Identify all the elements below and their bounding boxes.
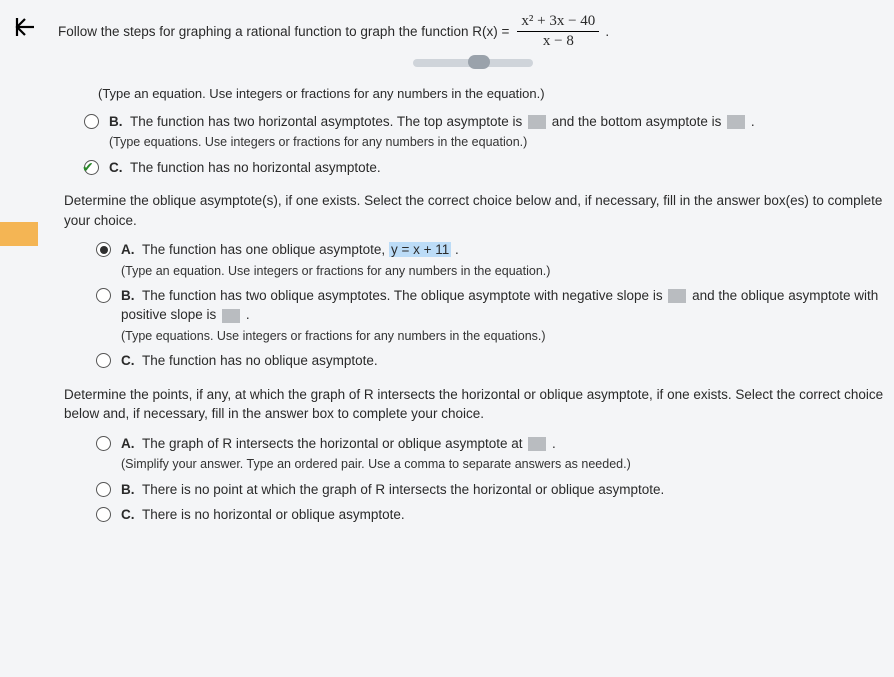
q2-option-a[interactable]: A. The function has one oblique asymptot… <box>96 240 888 280</box>
back-icon[interactable] <box>14 16 38 45</box>
q1-option-b[interactable]: B. The function has two horizontal asymp… <box>84 112 888 152</box>
radio-icon[interactable] <box>84 114 99 129</box>
q2a-hint: (Type an equation. Use integers or fract… <box>121 262 888 280</box>
radio-icon-selected[interactable] <box>96 242 111 257</box>
answer-highlight[interactable]: y = x + 11 <box>389 242 451 257</box>
q2a-post: . <box>455 242 459 257</box>
q2b-l2a: positive slope is <box>121 307 216 322</box>
option-label: C. <box>109 160 123 175</box>
option-label: B. <box>109 114 123 129</box>
q2b-l1a: The function has two oblique asymptotes.… <box>142 288 663 303</box>
option-body: B. There is no point at which the graph … <box>121 480 888 500</box>
q3b-text: There is no point at which the graph of … <box>142 482 664 497</box>
option-label: C. <box>121 507 135 522</box>
answer-box[interactable] <box>727 115 745 129</box>
radio-icon[interactable] <box>96 436 111 451</box>
question-header: Follow the steps for graphing a rational… <box>58 14 888 49</box>
answer-box[interactable] <box>668 289 686 303</box>
option-body: C. There is no horizontal or oblique asy… <box>121 505 888 525</box>
radio-icon[interactable] <box>96 353 111 368</box>
q1b-mid: and the bottom asymptote is <box>552 114 722 129</box>
option-label: C. <box>121 353 135 368</box>
radio-icon[interactable] <box>96 507 111 522</box>
option-body: B. The function has two oblique asymptot… <box>121 286 888 345</box>
progress-slider[interactable] <box>58 59 888 67</box>
option-label: A. <box>121 242 135 257</box>
option-label: A. <box>121 436 135 451</box>
radio-icon[interactable] <box>96 482 111 497</box>
q1c-text: The function has no horizontal asymptote… <box>130 160 381 175</box>
q3-option-c[interactable]: C. There is no horizontal or oblique asy… <box>96 505 888 525</box>
q2b-hint: (Type equations. Use integers or fractio… <box>121 327 888 345</box>
q2a-pre: The function has one oblique asymptote, <box>142 242 385 257</box>
option-body: A. The graph of R intersects the horizon… <box>121 434 888 474</box>
q3c-text: There is no horizontal or oblique asympt… <box>142 507 405 522</box>
question-content: Follow the steps for graphing a rational… <box>0 0 894 551</box>
q1b-pre: The function has two horizontal asymptot… <box>130 114 522 129</box>
numerator: x² + 3x − 40 <box>517 14 599 32</box>
q1-hint: (Type an equation. Use integers or fract… <box>98 85 888 104</box>
option-label: B. <box>121 288 135 303</box>
option-body: B. The function has two horizontal asymp… <box>109 112 888 152</box>
q1b-hint: (Type equations. Use integers or fractio… <box>109 133 888 151</box>
q3a-pre: The graph of R intersects the horizontal… <box>142 436 522 451</box>
radio-icon-checked[interactable] <box>84 160 99 175</box>
option-body: A. The function has one oblique asymptot… <box>121 240 888 280</box>
selection-marker <box>0 222 38 246</box>
rational-expression: x² + 3x − 40 x − 8 <box>517 14 599 49</box>
q1b-post: . <box>751 114 755 129</box>
q3-prompt: Determine the points, if any, at which t… <box>64 385 888 424</box>
option-label: B. <box>121 482 135 497</box>
q2b-l2b: . <box>246 307 250 322</box>
q2c-text: The function has no oblique asymptote. <box>142 353 378 368</box>
option-body: C. The function has no horizontal asympt… <box>109 158 888 178</box>
answer-box[interactable] <box>222 309 240 323</box>
q3a-post: . <box>552 436 556 451</box>
q3-option-b[interactable]: B. There is no point at which the graph … <box>96 480 888 500</box>
q3a-hint: (Simplify your answer. Type an ordered p… <box>121 455 888 473</box>
q2-option-c[interactable]: C. The function has no oblique asymptote… <box>96 351 888 371</box>
q2-prompt: Determine the oblique asymptote(s), if o… <box>64 191 888 230</box>
radio-icon[interactable] <box>96 288 111 303</box>
header-prompt: Follow the steps for graphing a rational… <box>58 22 509 42</box>
header-trailing: . <box>605 22 609 42</box>
answer-box[interactable] <box>528 437 546 451</box>
option-body: C. The function has no oblique asymptote… <box>121 351 888 371</box>
q2b-l1b: and the oblique asymptote with <box>692 288 878 303</box>
denominator: x − 8 <box>539 32 578 49</box>
q3-option-a[interactable]: A. The graph of R intersects the horizon… <box>96 434 888 474</box>
q1-option-c[interactable]: C. The function has no horizontal asympt… <box>84 158 888 178</box>
q2-option-b[interactable]: B. The function has two oblique asymptot… <box>96 286 888 345</box>
answer-box[interactable] <box>528 115 546 129</box>
